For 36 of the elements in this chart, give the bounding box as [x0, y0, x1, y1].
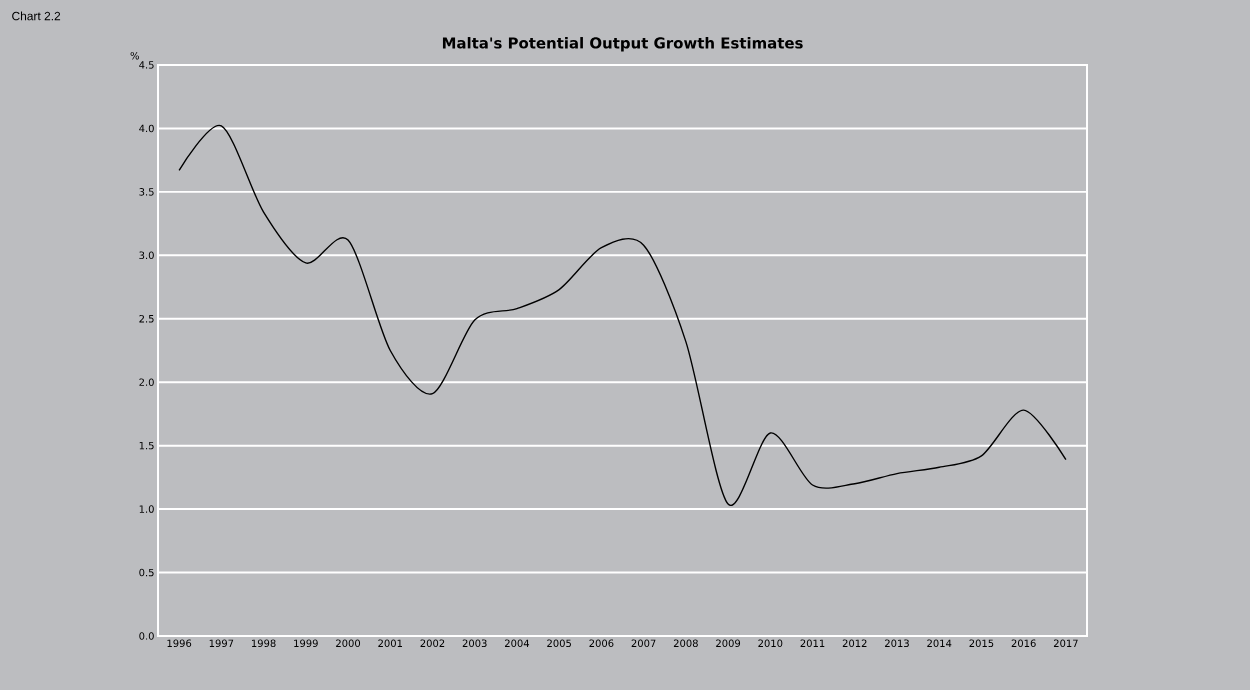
y-tick-label: 3.5: [139, 188, 154, 196]
line-series: [178, 125, 1067, 505]
x-tick-label: 2008: [673, 639, 698, 648]
x-tick-label: 2006: [589, 639, 614, 648]
caption: Chart 2.2: [12, 11, 61, 21]
y-tick-label: 4.5: [139, 61, 154, 69]
x-tick-label: 2004: [505, 639, 530, 648]
y-axis-title: %: [130, 51, 139, 60]
x-tick-label: 2014: [927, 639, 952, 648]
y-tick-label: 3.0: [139, 251, 154, 260]
y-tick-label: 0.5: [139, 568, 154, 577]
chart-title: Malta's Potential Output Growth Estimates: [442, 37, 803, 52]
x-tick-label: 2015: [969, 639, 994, 648]
y-tick-label: 1.5: [139, 441, 154, 450]
x-tick-label: 1998: [252, 639, 276, 648]
x-tick-label: 2016: [1011, 639, 1036, 648]
x-tick-label: 2007: [631, 639, 656, 648]
y-tick-label: 2.0: [139, 378, 154, 386]
x-tick-label: 2012: [842, 639, 867, 648]
x-tick-label: 2003: [462, 639, 487, 648]
x-tick-label: 2001: [378, 639, 403, 648]
y-tick-label: 4.0: [139, 124, 154, 133]
x-tick-label: 2013: [885, 639, 909, 648]
x-tick-label: 1997: [209, 639, 234, 648]
x-tick-label: 2005: [547, 639, 571, 648]
x-tick-label: 2009: [716, 639, 741, 648]
x-tick-label: 2002: [420, 639, 445, 648]
x-tick-label: 2011: [800, 639, 825, 648]
y-tick-label: 2.5: [139, 314, 154, 323]
x-tick-label: 1996: [167, 639, 192, 648]
x-tick-label: 2000: [336, 639, 361, 648]
x-tick-label: 2010: [758, 639, 783, 648]
y-tick-label: 1.0: [139, 505, 154, 513]
x-tick-label: 2017: [1053, 639, 1078, 648]
x-tick-label: 1999: [294, 639, 318, 648]
y-tick-label: 0.0: [139, 632, 154, 640]
